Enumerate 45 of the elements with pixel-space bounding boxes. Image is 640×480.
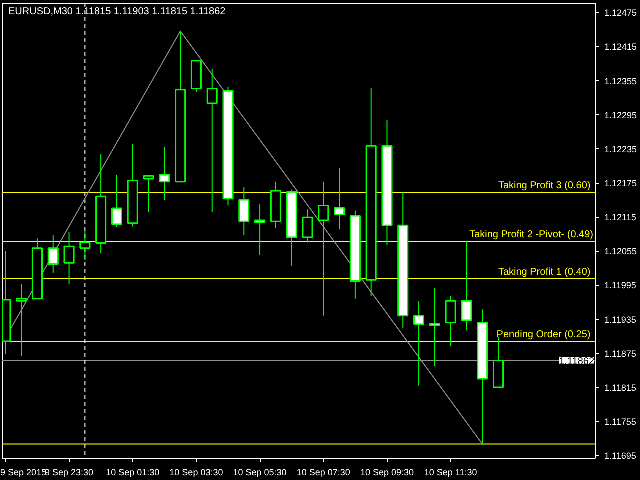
candlestick — [64, 232, 75, 285]
x-tick-label: 9 Sep 23:30 — [45, 468, 94, 478]
candlestick — [318, 181, 330, 316]
candlestick — [254, 204, 266, 256]
y-tick-label: 1.11815 — [604, 382, 636, 393]
ref-line-label: 1.11862 — [559, 356, 595, 368]
candlestick — [111, 174, 122, 228]
candlestick — [334, 168, 346, 230]
candlestick — [80, 230, 91, 261]
candlestick — [461, 241, 472, 332]
y-tick-label: 1.11875 — [604, 348, 636, 359]
y-tick-label: 1.11935 — [604, 314, 636, 325]
y-tick-label: 1.12355 — [604, 76, 638, 86]
x-tick-label: 10 Sep 01:30 — [106, 468, 160, 478]
x-tick-label: 10 Sep 11:30 — [424, 468, 478, 478]
candlestick — [445, 296, 456, 348]
x-tick-label: 10 Sep 07:30 — [296, 468, 350, 478]
ref-line-label: Pending Order (0.25) — [496, 329, 591, 340]
y-tick-label: 1.11995 — [604, 280, 636, 291]
y-tick-label: 1.12415 — [604, 42, 638, 52]
ref-line-label: Taking Profit 3 (0.60) — [498, 180, 591, 192]
chart-title: EURUSD,M30 1.11815 1.11903 1.11815 1.11862 — [8, 6, 226, 18]
candlestick — [48, 234, 59, 274]
y-tick-label: 1.12175 — [604, 178, 638, 188]
y-tick-label: 1.12055 — [604, 246, 638, 257]
x-tick-label: 10 Sep 05:30 — [233, 468, 287, 478]
candlestick — [143, 174, 154, 212]
x-tick-label: 10 Sep 03:30 — [170, 468, 224, 478]
y-tick-label: 1.12475 — [604, 8, 638, 18]
candlestick — [302, 209, 314, 244]
candlestick — [206, 68, 218, 212]
y-tick-label: 1.12295 — [604, 110, 638, 120]
y-tick-label: 1.11695 — [604, 451, 636, 462]
y-tick-label: 1.11755 — [604, 417, 636, 428]
candlestick — [16, 284, 28, 357]
candlestick — [159, 146, 170, 201]
candlestick — [238, 186, 250, 236]
candlestick — [414, 300, 425, 386]
x-tick-label: 9 Sep 2015 — [0, 468, 47, 478]
candlestick — [429, 288, 440, 367]
y-tick-label: 1.12235 — [604, 144, 638, 154]
y-tick-label: 1.12115 — [604, 212, 636, 223]
x-tick-label: 10 Sep 09:30 — [360, 468, 414, 478]
ref-line-label: Taking Profit 2 -Pivot- (0.49) — [470, 230, 594, 241]
ref-line-label: Taking Profit 1 (0.40) — [498, 267, 591, 278]
